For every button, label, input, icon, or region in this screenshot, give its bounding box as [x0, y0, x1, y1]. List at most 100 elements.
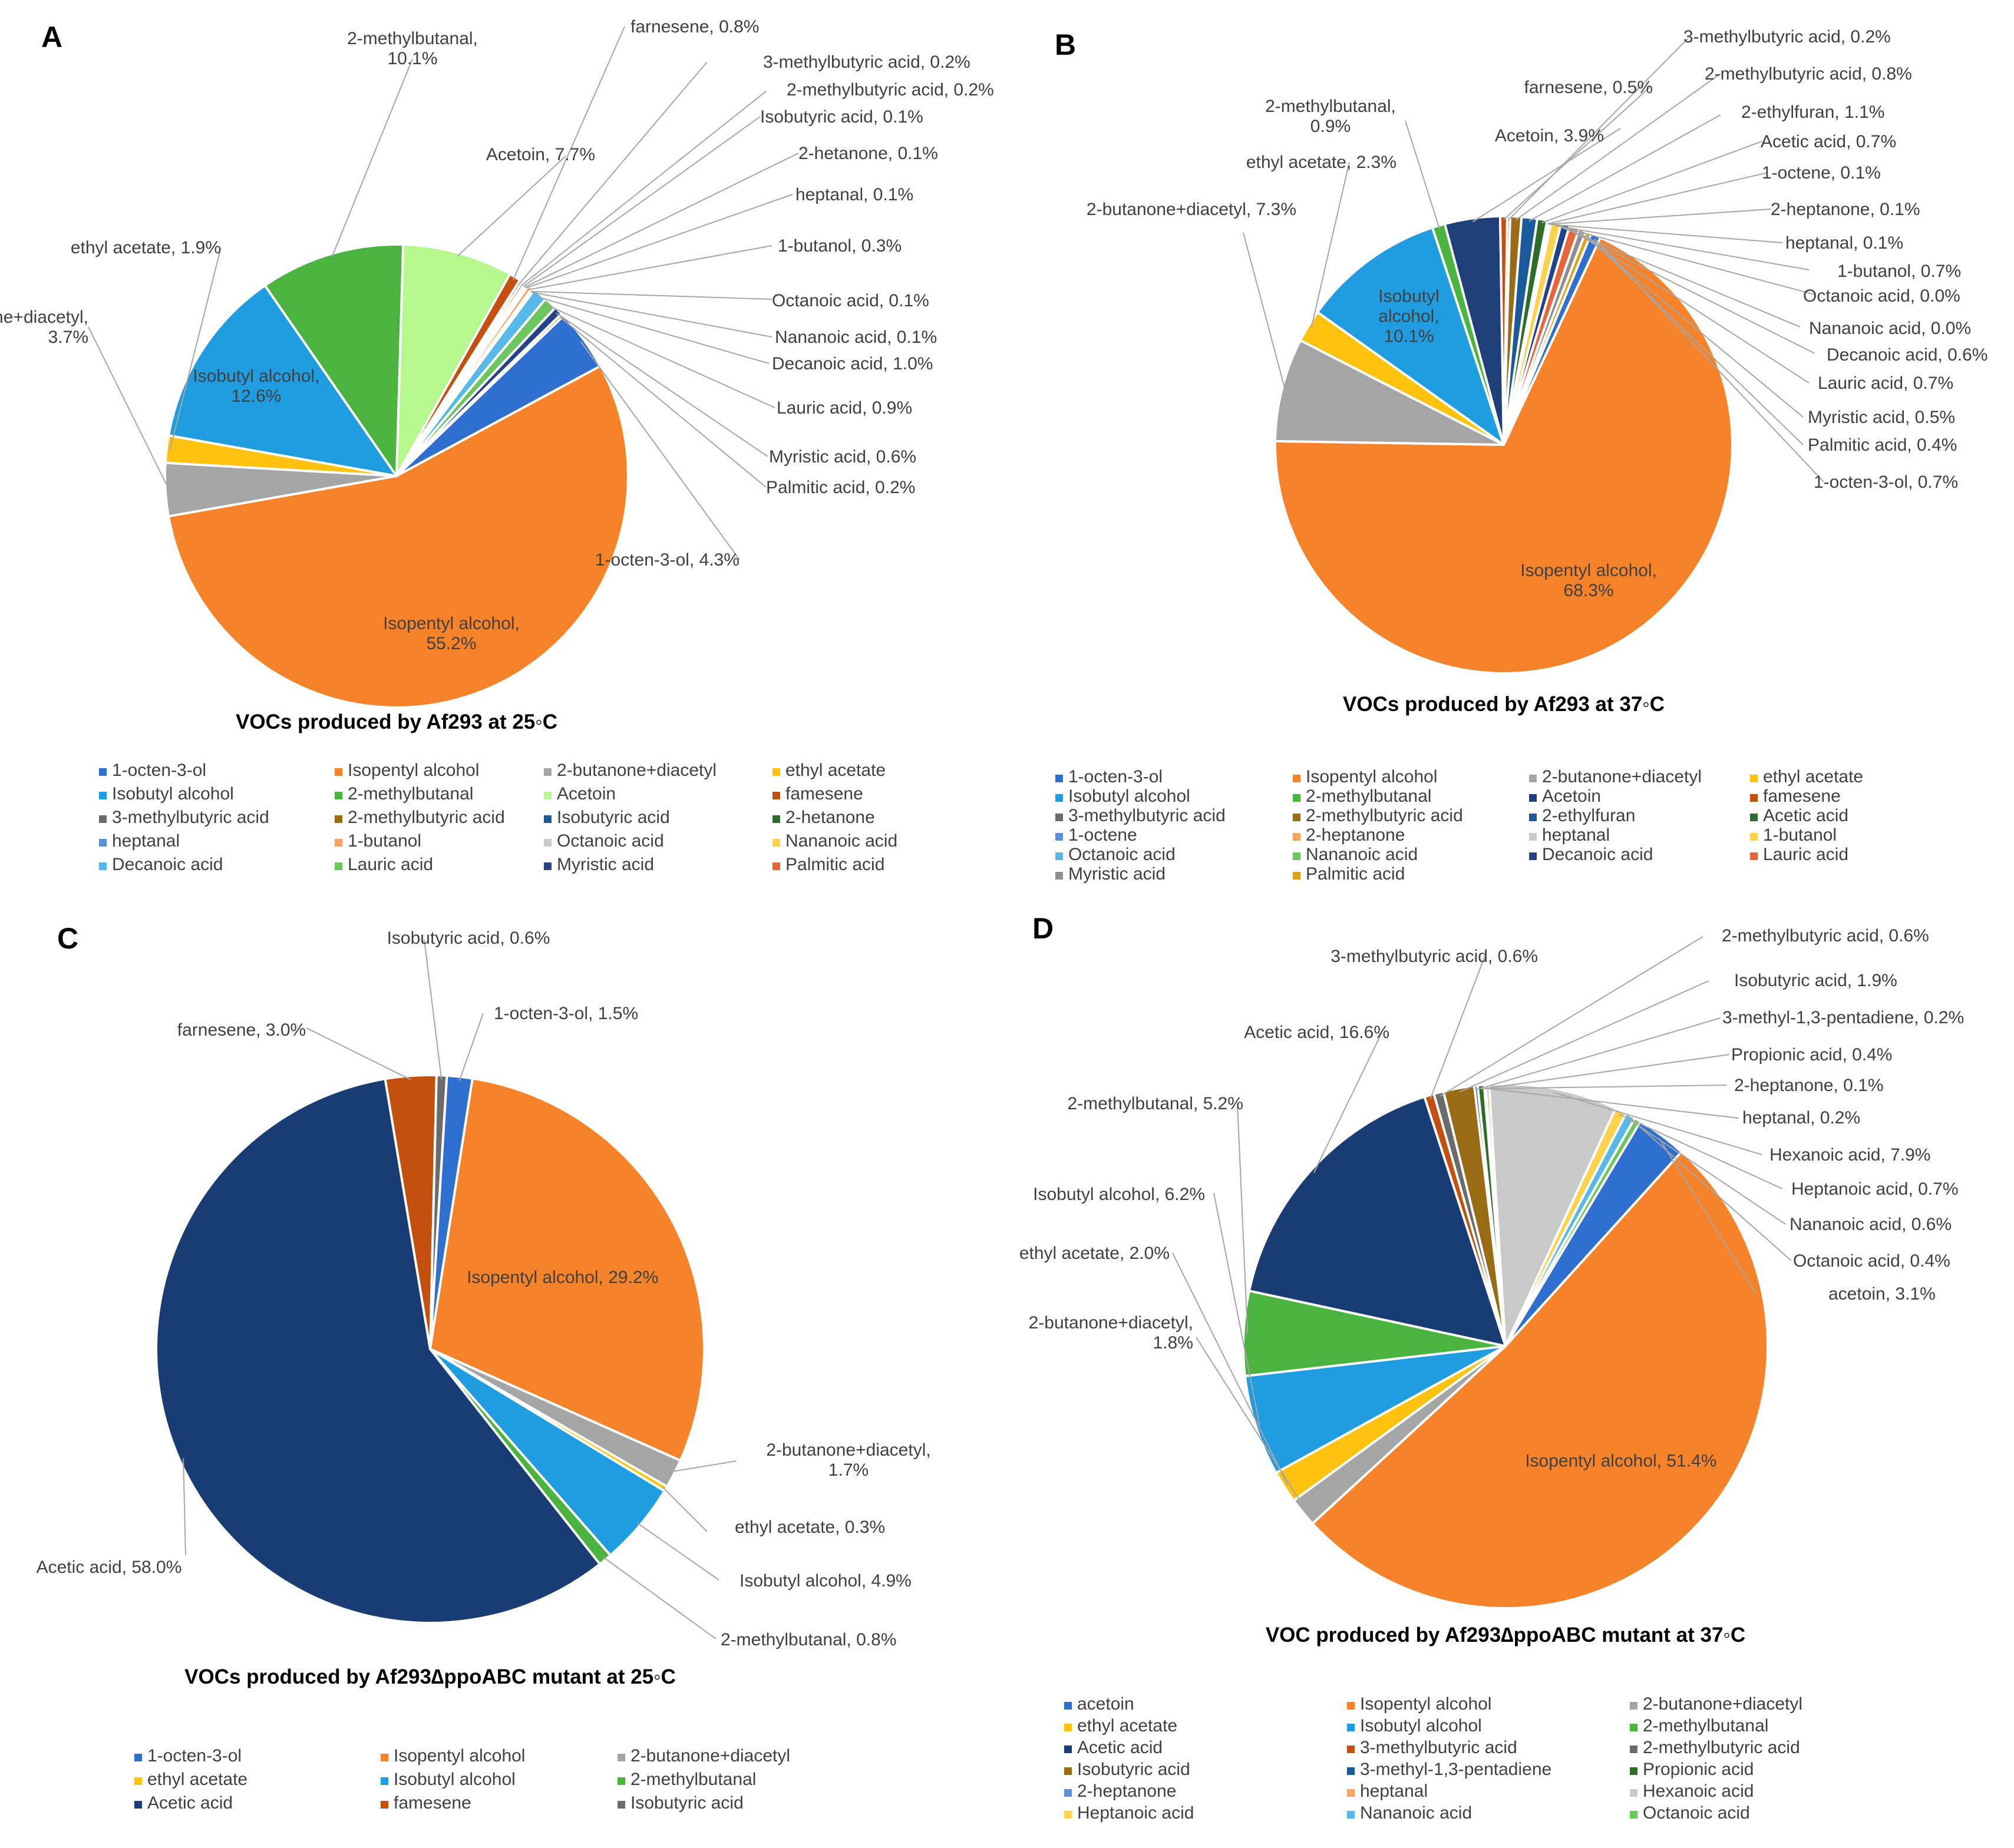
legend-label: 1-octen-3-ol	[1068, 767, 1163, 786]
legend-label: famesene	[1763, 786, 1841, 806]
data-label-2-butanone-diacetyl: 2-butanone+diacetyl, 7.3%	[1087, 200, 1296, 219]
legend-item-acetic-acid: Acetic acid	[134, 1793, 233, 1813]
data-label-isopentyl-alcohol: Isopentyl alcohol, 51.4%	[1525, 1451, 1716, 1470]
data-label-2-methylbutanal: 2-methylbutanal, 0.8%	[721, 1630, 897, 1649]
leader-line-ethyl-acetate	[1310, 161, 1350, 328]
legend-item-isobutyric-acid: Isobutyric acid	[544, 808, 670, 827]
legend-swatch	[1064, 1811, 1072, 1819]
data-label-3-methyl-1-3-pentadiene: 3-methyl-1,3-pentadiene, 0.2%	[1722, 1008, 1964, 1027]
data-label-heptanoic-acid: Heptanoic acid, 0.7%	[1791, 1179, 1959, 1199]
legend-item-ethyl-acetate: ethyl acetate	[1750, 767, 1863, 786]
legend-label: Isobutyric acid	[557, 808, 670, 827]
data-label-isobutyric-acid: Isobutyric acid, 0.1%	[760, 107, 923, 127]
legend-label: ethyl acetate	[147, 1770, 247, 1789]
data-label-ethyl-acetate: ethyl acetate, 0.3%	[735, 1518, 885, 1537]
data-label-2-methylbutanal: 2-methylbutanal, 0.9%	[1265, 97, 1396, 136]
legend-swatch	[1293, 775, 1300, 782]
legend-label: 2-methylbutyric acid	[1306, 806, 1463, 825]
chart-title: VOC produced by Af293∆ppoABC mutant at 3…	[1266, 1624, 1745, 1647]
leader-line-acetic-acid	[183, 1458, 186, 1556]
legend-swatch	[1293, 814, 1300, 821]
legend-item-ethyl-acetate: ethyl acetate	[1064, 1716, 1177, 1735]
legend-swatch	[618, 1754, 625, 1761]
legend-swatch	[544, 862, 552, 870]
legend-label: Nananoic acid	[1360, 1803, 1472, 1823]
pie-slice-isopentyl-alcohol	[429, 1077, 705, 1462]
legend-item-2-methylbutyric-acid: 2-methylbutyric acid	[1293, 806, 1463, 825]
leader-line-2-butanone-diacetyl	[1243, 232, 1286, 391]
leader-line-palmitic-acid	[560, 316, 767, 488]
legend-label: heptanal	[1360, 1781, 1428, 1801]
leader-line-3-methyl-1-3-pentadiene	[1476, 1017, 1721, 1090]
chart-panel-b: B 1-octen-3-ol, 0.7% Isopentyl alcohol, 68.…	[1055, 27, 1988, 884]
leader-line-propionic-acid	[1481, 1054, 1730, 1090]
leader-line-heptanoic-acid	[1619, 1113, 1783, 1189]
legend-swatch	[1347, 1767, 1355, 1775]
panel-letter: D	[1032, 912, 1054, 945]
data-label-acetoin: Acetoin, 7.7%	[486, 145, 595, 164]
legend-swatch	[1347, 1811, 1355, 1819]
leader-line-acetoin	[457, 156, 566, 257]
data-label-1-butanol: 1-butanol, 0.3%	[778, 236, 902, 256]
legend-label: Acetic acid	[147, 1793, 233, 1813]
data-label-2-methylbutanal: 2-methylbutanal, 5.2%	[1067, 1094, 1243, 1113]
legend-item-3-methyl-1-3-pentadiene: 3-methyl-1,3-pentadiene	[1347, 1760, 1551, 1779]
leader-line-1-butanol	[528, 245, 772, 290]
legend-label: heptanal	[112, 831, 180, 851]
leader-line-2-methylbutanal	[602, 1556, 717, 1639]
leader-line-octanoic-acid	[1560, 226, 1815, 295]
data-label-2-methylbutyric-acid: 2-methylbutyric acid, 0.6%	[1722, 926, 1929, 946]
pie-slice-isobutyric-acid	[429, 1074, 448, 1350]
legend-item-2-heptanone: 2-heptanone	[1293, 825, 1405, 845]
legend-swatch	[1064, 1702, 1072, 1710]
data-label-2-butanone-diacetyl: 2-butanone+diacetyl,3.7%	[0, 308, 88, 347]
data-label-heptanal: heptanal, 0.1%	[1785, 233, 1903, 253]
leader-line-octanoic-acid	[1635, 1122, 1792, 1261]
legend-label: Isobutyl alcohol	[1360, 1716, 1482, 1735]
data-label-nananoic-acid: Nananoic acid, 0.0%	[1809, 319, 1971, 338]
leader-line-isobutyric-acid	[424, 939, 443, 1080]
legend-item-1-octen-3-ol: 1-octen-3-ol	[1055, 767, 1163, 786]
legend-item-2-methylbutanal: 2-methylbutanal	[1630, 1716, 1768, 1735]
legend-swatch	[1750, 775, 1758, 782]
legend-swatch	[1630, 1767, 1637, 1775]
legend-swatch	[134, 1801, 142, 1809]
legend-item-isobutyl-alcohol: Isobutyl alcohol	[99, 784, 234, 804]
legend-label: 2-methylbutanal	[630, 1770, 756, 1789]
legend-swatch	[99, 768, 107, 776]
leader-line-acetic-acid	[1313, 1032, 1382, 1173]
legend-swatch	[335, 815, 342, 823]
pie-slice-isopentyl-alcohol	[1274, 236, 1734, 675]
legend-swatch	[381, 1777, 388, 1785]
data-label-3-methylbutyric-acid: 3-methylbutyric acid, 0.2%	[763, 52, 970, 72]
legend-label: 2-butanone+diacetyl	[1542, 767, 1702, 786]
leader-line-octanoic-acid	[530, 290, 772, 300]
legend-item-heptanal: heptanal	[99, 831, 180, 851]
leader-line-lauric-acid	[1573, 230, 1810, 384]
legend-item-nananoic-acid: Nananoic acid	[772, 831, 897, 851]
data-label-decanoic-acid: Decanoic acid, 0.6%	[1827, 345, 1988, 365]
leader-line-2-methylbutyric-acid	[1515, 73, 1721, 221]
leader-line-acetoin	[1659, 1138, 1757, 1294]
legend-swatch	[1529, 794, 1537, 802]
data-label-famesene: farnesene, 3.0%	[177, 1020, 306, 1040]
leader-line-3-methylbutyric-acid	[1508, 38, 1689, 220]
legend-swatch	[1630, 1811, 1637, 1819]
data-label-heptanal: heptanal, 0.1%	[795, 185, 913, 204]
data-label-octanoic-acid: Octanoic acid, 0.1%	[772, 291, 929, 310]
data-label-propionic-acid: Propionic acid, 0.4%	[1731, 1045, 1893, 1064]
legend-label: Isopentyl alcohol	[348, 761, 479, 780]
data-label-2-hetanone: 2-hetanone, 0.1%	[798, 144, 938, 163]
legend-swatch	[1347, 1789, 1355, 1797]
legend-swatch	[1293, 833, 1300, 841]
data-label-famesene: farnesene, 0.8%	[630, 17, 759, 37]
data-label-1-octen-3-ol: 1-octen-3-ol, 4.3%	[595, 550, 739, 570]
legend-swatch	[618, 1801, 625, 1809]
legend-swatch	[1750, 794, 1758, 802]
legend-item-2-butanone-diacetyl: 2-butanone+diacetyl	[1630, 1694, 1802, 1714]
pie-slice-hexanoic-acid	[1488, 1083, 1617, 1347]
legend-label: Lauric acid	[1763, 845, 1848, 864]
legend-swatch	[1293, 852, 1300, 860]
legend-label: Lauric acid	[348, 855, 433, 874]
